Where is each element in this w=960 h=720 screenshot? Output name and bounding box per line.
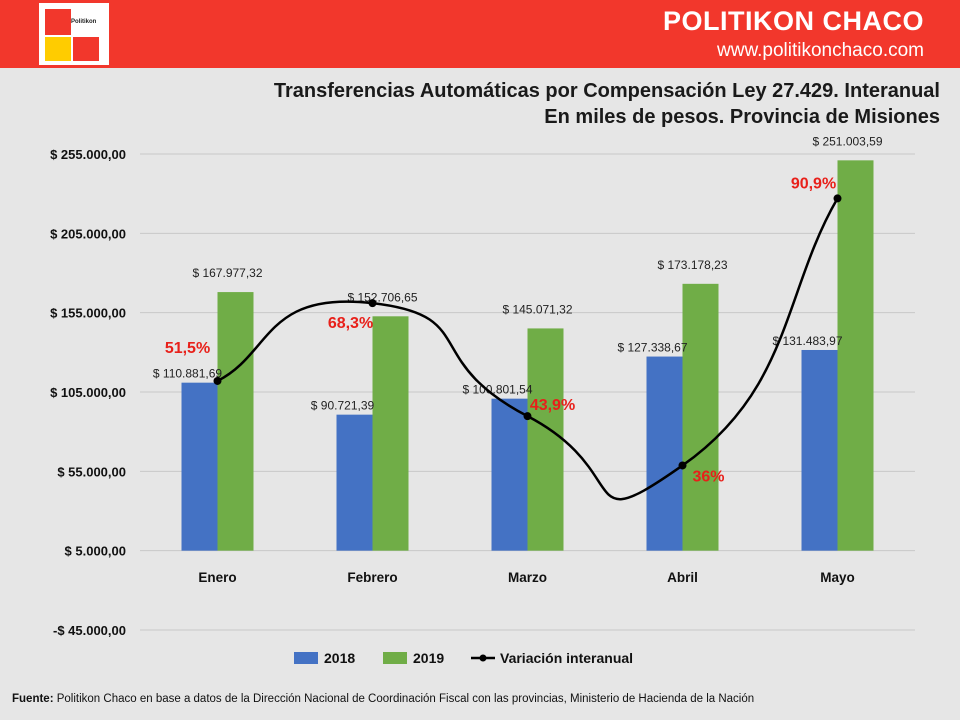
bar-2018 — [801, 349, 838, 551]
bar-2018 — [181, 382, 218, 551]
bar-2018 — [646, 356, 683, 551]
bar-2019 — [837, 160, 874, 551]
legend-marker-variation — [479, 654, 487, 662]
legend-swatch-2019 — [383, 652, 407, 664]
data-label-2019: $ 152.706,65 — [347, 290, 417, 304]
source-footer: Fuente: Politikon Chaco en base a datos … — [12, 693, 754, 705]
y-tick-label: $ 205.000,00 — [50, 226, 126, 241]
data-label-2019: $ 251.003,59 — [812, 134, 882, 148]
data-label-2018: $ 100.801,54 — [462, 383, 532, 397]
variation-label: 43,9% — [530, 397, 575, 414]
bar-2018 — [491, 398, 528, 551]
variation-label: 68,3% — [328, 315, 373, 332]
x-tick-label: Marzo — [508, 570, 547, 585]
variation-label: 51,5% — [165, 340, 210, 357]
variation-point — [368, 299, 377, 308]
x-tick-label: Enero — [198, 570, 236, 585]
bar-2018 — [336, 414, 373, 551]
variation-point — [678, 461, 687, 470]
logo-square-red-2 — [73, 37, 99, 61]
data-label-2019: $ 167.977,32 — [192, 266, 262, 280]
legend-label-2019: 2019 — [413, 650, 444, 666]
y-tick-label: $ 5.000,00 — [65, 544, 126, 559]
source-label: Fuente: — [12, 693, 54, 705]
data-label-2019: $ 145.071,32 — [502, 302, 572, 316]
chart-title: Transferencias Automáticas por Compensac… — [80, 78, 940, 130]
data-label-2019: $ 173.178,23 — [657, 258, 727, 272]
bar-2019 — [682, 283, 719, 551]
legend-swatch-2018 — [294, 652, 318, 664]
logo-square-red — [45, 9, 71, 35]
source-text: Politikon Chaco en base a datos de la Di… — [53, 693, 755, 705]
bar-2019 — [217, 292, 254, 551]
variation-point — [833, 194, 842, 203]
header-bar: Politikon POLITIKON CHACO www.politikonc… — [0, 0, 960, 68]
data-label-2018: $ 90.721,39 — [311, 399, 375, 413]
variation-point — [213, 376, 222, 385]
x-tick-label: Febrero — [347, 570, 397, 585]
x-tick-label: Abril — [667, 570, 698, 585]
y-tick-label: $ 255.000,00 — [50, 147, 126, 162]
y-tick-label: $ 105.000,00 — [50, 385, 126, 400]
logo-square-yellow — [45, 37, 71, 61]
brand-url: www.politikonchaco.com — [717, 40, 924, 61]
variation-label: 90,9% — [791, 175, 836, 192]
bar-2019 — [372, 316, 409, 551]
data-label-2018: $ 131.483,97 — [772, 334, 842, 348]
chart-title-line1: Transferencias Automáticas por Compensac… — [273, 80, 940, 102]
bar-2019 — [527, 328, 564, 551]
variation-point — [523, 412, 532, 421]
y-tick-label: -$ 45.000,00 — [53, 623, 126, 638]
variation-label: 36% — [692, 468, 724, 485]
politikon-logo: Politikon — [39, 3, 109, 65]
logo-text: Politikon — [71, 19, 97, 25]
brand-name: POLITIKON CHACO — [663, 6, 924, 36]
data-label-2018: $ 127.338,67 — [617, 341, 687, 355]
legend-label-variation: Variación interanual — [500, 650, 633, 666]
x-tick-label: Mayo — [820, 570, 855, 585]
legend-label-2018: 2018 — [324, 650, 355, 666]
y-tick-label: $ 155.000,00 — [50, 306, 126, 321]
variation-line — [216, 197, 839, 501]
y-tick-label: $ 55.000,00 — [57, 464, 126, 479]
chart-title-line2: En miles de pesos. Provincia de Misiones — [544, 106, 940, 128]
data-label-2018: $ 110.881,69 — [153, 367, 223, 381]
